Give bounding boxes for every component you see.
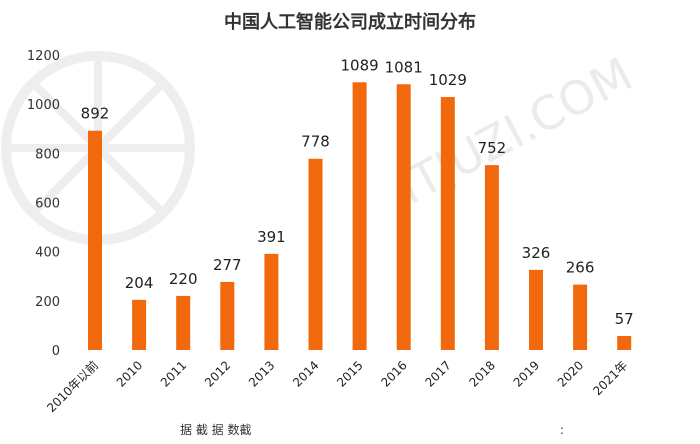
bar <box>132 299 147 350</box>
x-tick-label: 2017 <box>422 358 453 389</box>
y-tick-label: 1200 <box>27 49 60 64</box>
bar <box>396 84 411 351</box>
data-labels-group: 892 204 220 277 391 778 1089 1081 1029 752 326 266 5… <box>81 56 634 328</box>
data-label: 277 <box>213 256 242 274</box>
x-tick-label: 2015 <box>334 358 365 389</box>
bar <box>440 97 455 350</box>
x-tick-label: 2010 <box>114 358 145 389</box>
watermark-text: ITJUZI.COM <box>390 47 641 215</box>
bars-group <box>88 82 632 351</box>
y-tick-label: 800 <box>35 147 60 162</box>
data-label: 752 <box>478 139 507 157</box>
y-tick-label: 1000 <box>27 98 60 113</box>
y-tick-label: 600 <box>35 197 60 212</box>
y-tick-label: 200 <box>35 295 60 310</box>
x-tick-label: 2021年 <box>590 358 630 398</box>
data-label: 1029 <box>429 71 467 89</box>
x-tick-label: 2019 <box>511 358 542 389</box>
x-tick-label: 2013 <box>246 358 277 389</box>
x-tick-label: 2012 <box>202 358 233 389</box>
x-tick-label: 2020 <box>555 358 586 389</box>
x-tick-label: 2011 <box>158 358 189 389</box>
x-tick-label: 2010年以前 <box>43 358 101 416</box>
data-label: 57 <box>615 310 634 328</box>
x-tick-label: 2018 <box>467 358 498 389</box>
bar <box>352 82 367 350</box>
y-tick-label: 400 <box>35 246 60 261</box>
bar <box>176 295 191 350</box>
data-label: 220 <box>169 270 198 288</box>
x-tick-label: 2016 <box>378 358 409 389</box>
data-label: 892 <box>81 105 110 123</box>
x-tick-label: 2014 <box>290 358 321 389</box>
chart-title: 中国人工智能公司成立时间分布 <box>224 11 476 33</box>
data-label: 391 <box>257 228 286 246</box>
bar <box>529 269 543 350</box>
bar <box>484 165 499 350</box>
data-label: 326 <box>522 244 551 262</box>
data-label: 778 <box>301 133 330 151</box>
bar <box>617 335 632 350</box>
source-note-suffix: : <box>560 423 564 437</box>
y-axis: 0 200 400 600 800 1000 1200 <box>27 49 60 359</box>
data-label: 204 <box>125 274 154 292</box>
bar <box>220 281 235 350</box>
bar <box>264 253 279 350</box>
data-label: 266 <box>566 259 595 277</box>
data-label: 1081 <box>385 58 423 76</box>
x-axis: 2010年以前 2010 2011 2012 2013 2014 2015 2016 2017 2… <box>43 358 630 416</box>
bar <box>308 158 323 350</box>
y-tick-label: 0 <box>52 344 60 359</box>
data-label: 1089 <box>341 56 379 74</box>
bar <box>573 284 588 350</box>
source-note: 据 截 据 数截 <box>180 422 251 437</box>
bar <box>88 130 102 350</box>
